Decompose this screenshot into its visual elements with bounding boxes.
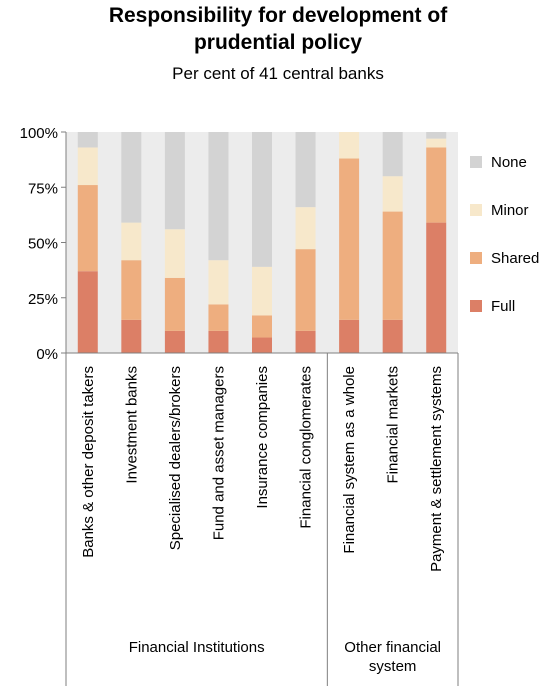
bar-full-1: [77, 271, 98, 353]
bar-none-3: [164, 132, 185, 230]
bar-shared-1: [77, 185, 98, 272]
bar-minor-6: [295, 207, 316, 250]
group-label-other-financial-line2: system: [369, 658, 417, 675]
y-tick-label: 0%: [36, 346, 58, 363]
category-label-8: Financial markets: [385, 366, 402, 484]
bar-minor-1: [77, 147, 98, 186]
bar-full-9: [426, 222, 447, 353]
category-label-7: Financial system as a whole: [341, 366, 358, 554]
bar-minor-8: [382, 176, 403, 212]
bar-shared-6: [295, 249, 316, 331]
category-label-4: Fund and asset managers: [210, 366, 227, 540]
bar-none-1: [77, 132, 98, 148]
bar-minor-4: [208, 260, 229, 305]
category-label-1: Banks & other deposit takers: [80, 366, 97, 558]
bar-full-4: [208, 330, 229, 353]
bar-full-5: [252, 337, 272, 353]
legend-swatch-shared: [470, 252, 482, 264]
bar-full-3: [164, 330, 185, 353]
y-tick-label: 25%: [28, 291, 58, 308]
bar-shared-9: [426, 147, 447, 223]
bar-minor-5: [252, 266, 272, 316]
legend-swatch-full: [470, 300, 482, 312]
bar-full-6: [295, 330, 316, 353]
bar-full-8: [382, 319, 403, 353]
legend-label-full: Full: [491, 298, 515, 315]
y-tick-label: 100%: [20, 125, 58, 142]
bar-none-5: [252, 132, 272, 267]
bar-shared-4: [208, 304, 229, 331]
bar-none-8: [382, 132, 403, 177]
y-tick-label: 75%: [28, 180, 58, 197]
category-label-9: Payment & settlement systems: [428, 366, 445, 572]
bar-minor-9: [426, 138, 447, 148]
bar-shared-5: [252, 315, 272, 338]
bar-none-2: [121, 132, 142, 223]
bar-none-4: [208, 132, 229, 261]
bar-shared-7: [339, 158, 360, 320]
legend-label-minor: Minor: [491, 202, 529, 219]
legend-swatch-none: [470, 156, 482, 168]
bar-none-6: [295, 132, 316, 208]
bar-shared-2: [121, 260, 142, 320]
bar-minor-2: [121, 222, 142, 261]
legend-label-none: None: [491, 154, 527, 171]
chart-title: Responsibility for development of pruden…: [0, 2, 556, 56]
y-tick-label: 50%: [28, 236, 58, 253]
legend-label-shared: Shared: [491, 250, 539, 267]
chart-title-line2: prudential policy: [193, 31, 363, 54]
bar-full-7: [339, 319, 360, 353]
bar-shared-3: [164, 277, 185, 331]
bar-minor-3: [164, 229, 185, 278]
category-label-6: Financial conglomerates: [298, 366, 315, 529]
group-label-financial-institutions: Financial Institutions: [129, 639, 265, 656]
chart-title-line1: Responsibility for development of: [108, 4, 448, 27]
category-label-5: Insurance companies: [254, 366, 271, 509]
group-label-other-financial-line1: Other financial: [344, 639, 441, 656]
category-label-2: Investment banks: [123, 366, 140, 484]
bar-full-2: [121, 319, 142, 353]
chart-subtitle: Per cent of 41 central banks: [172, 64, 384, 83]
bar-shared-8: [382, 211, 403, 320]
legend-swatch-minor: [470, 204, 482, 216]
bar-none-9: [426, 132, 447, 139]
category-label-3: Specialised dealers/brokers: [167, 366, 184, 550]
bar-minor-7: [339, 132, 360, 159]
